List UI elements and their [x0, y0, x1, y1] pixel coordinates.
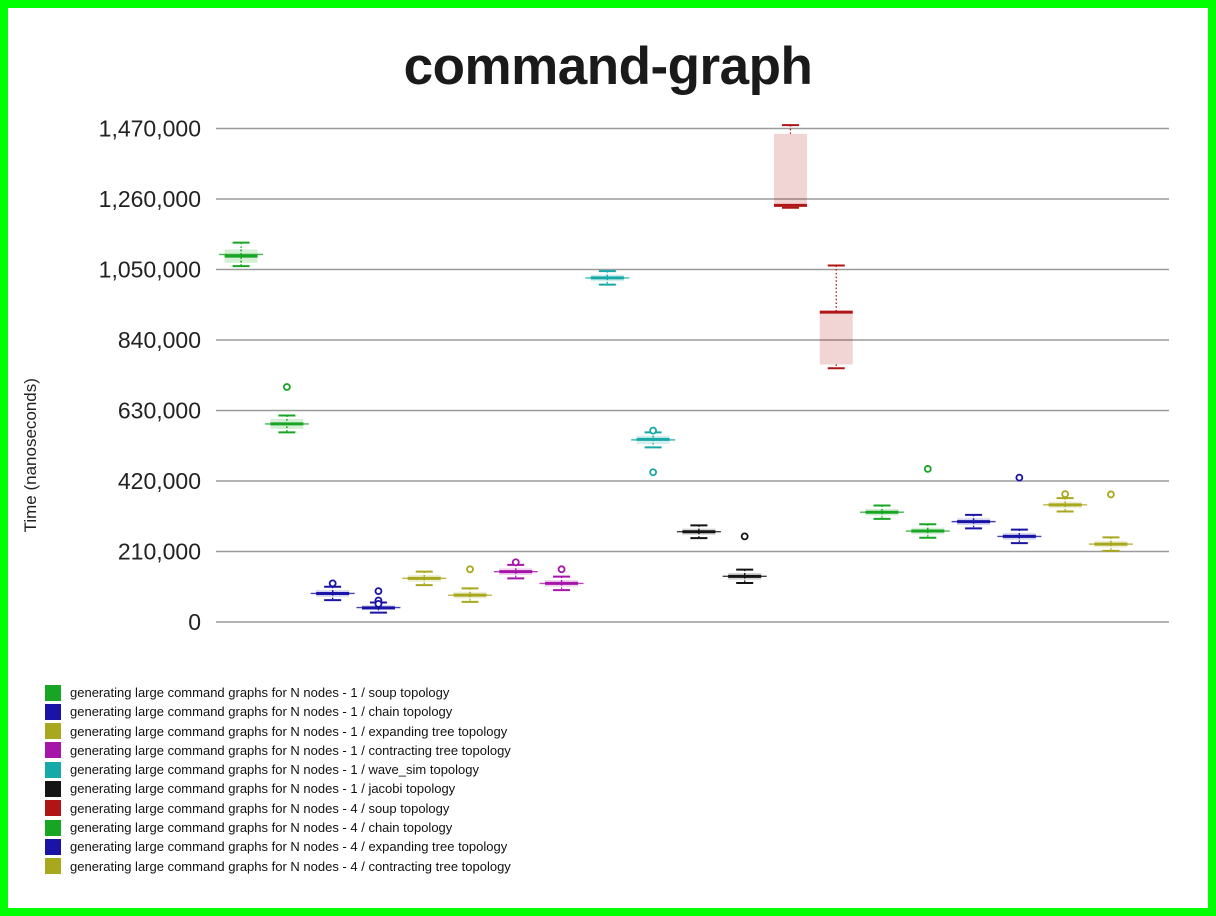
svg-text:420,000: 420,000: [118, 468, 201, 494]
svg-text:Time (nanoseconds): Time (nanoseconds): [21, 378, 40, 532]
svg-text:630,000: 630,000: [118, 398, 201, 424]
svg-text:210,000: 210,000: [118, 539, 201, 565]
svg-text:1,260,000: 1,260,000: [99, 186, 201, 212]
svg-text:0: 0: [188, 609, 201, 635]
svg-text:840,000: 840,000: [118, 327, 201, 353]
svg-text:1,470,000: 1,470,000: [99, 116, 201, 142]
svg-text:1,050,000: 1,050,000: [99, 257, 201, 283]
